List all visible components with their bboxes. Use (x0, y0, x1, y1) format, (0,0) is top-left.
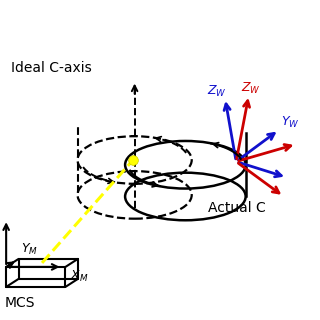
Text: $Y_W$: $Y_W$ (281, 115, 299, 130)
Text: $X_M$: $X_M$ (70, 268, 88, 284)
Text: $Z_W$: $Z_W$ (241, 81, 260, 96)
Text: $Z_W$: $Z_W$ (207, 84, 227, 99)
Text: Actual C: Actual C (208, 201, 265, 215)
Text: MCS: MCS (4, 296, 35, 310)
Text: Ideal C-axis: Ideal C-axis (11, 61, 92, 75)
Text: $Y_M$: $Y_M$ (21, 242, 38, 257)
